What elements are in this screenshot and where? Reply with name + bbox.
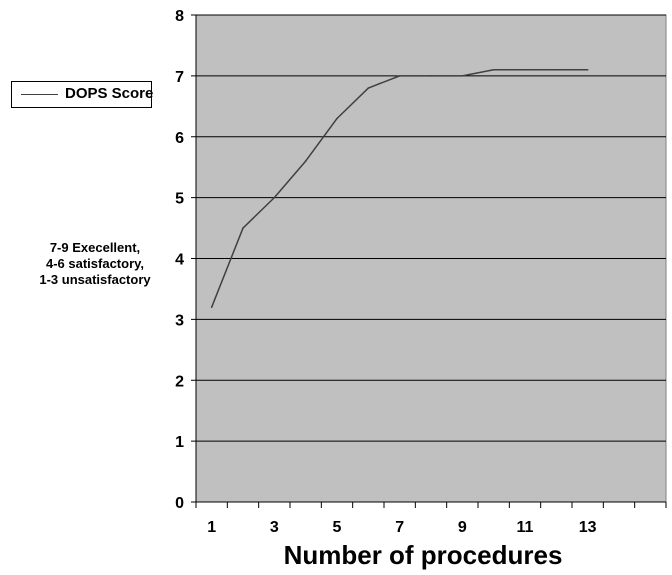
x-tick-label: 11 [517,519,534,536]
y-tick-label: 2 [175,373,184,390]
x-tick-label: 5 [333,519,342,536]
data-point [367,87,370,89]
annotation-line-2: 4-6 satisfactory, [45,256,145,271]
series-layer [210,68,589,309]
x-tick-label: 7 [395,519,404,536]
x-tick-label: 1 [207,519,216,536]
y-tick-label: 5 [175,191,184,208]
data-point [273,196,276,199]
legend: DOPS Score [11,81,154,108]
y-tick-label: 0 [175,495,184,512]
y-tick-label: 8 [175,8,184,25]
data-point [492,68,495,71]
data-point [336,117,338,120]
y-tick-label: 7 [175,69,184,86]
x-tick-label: 9 [458,519,467,536]
x-tick-label: 13 [579,519,597,536]
x-axis-title: Number of procedures [283,540,563,570]
data-point [398,75,401,77]
y-tick-label: 6 [175,130,184,147]
score-annotation: 7-9 Execellent, 4-6 satisfactory, 1-3 un… [0,240,190,288]
data-point [210,306,213,309]
data-point [461,75,464,77]
y-tick-label: 3 [175,312,184,329]
axes [191,14,667,508]
data-point [586,68,589,71]
data-point [555,68,558,71]
data-point [242,227,244,229]
x-tick-label: 3 [270,519,279,536]
annotation-line-3: 1-3 unsatisfactory [39,272,151,287]
legend-label: DOPS Score [65,85,154,102]
data-point [304,160,307,162]
data-point [524,68,526,71]
y-tick-label: 1 [175,434,184,451]
data-point [430,75,432,77]
y-tick-label: 4 [175,252,184,269]
legend-line-swatch [21,94,58,95]
annotation-line-1: 7-9 Execellent, [49,240,141,255]
